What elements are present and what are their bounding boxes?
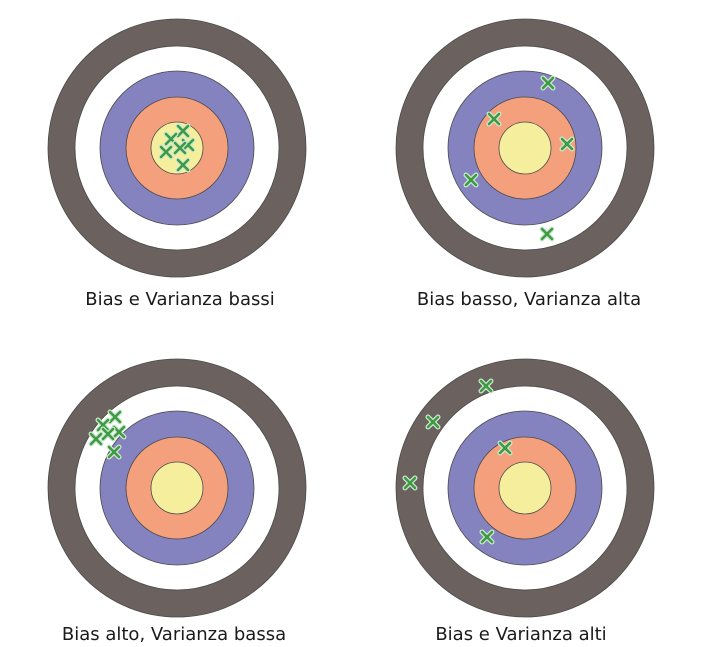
hit-mark — [178, 126, 188, 136]
hit-mark — [110, 412, 120, 422]
hit-mark — [428, 417, 438, 427]
panel-high-bias-low-variance: Bias alto, Varianza bassa — [48, 359, 306, 645]
hit-mark — [466, 175, 476, 185]
target — [396, 359, 654, 617]
target — [48, 359, 306, 617]
panel-caption: Bias e Varianza bassi — [85, 289, 274, 310]
hit-mark — [489, 114, 499, 124]
target — [396, 19, 654, 277]
hit-mark — [543, 78, 553, 88]
hit-mark — [103, 429, 113, 439]
hit-mark — [542, 229, 552, 239]
hit-mark — [91, 434, 101, 444]
hit-mark — [481, 381, 491, 391]
panel-caption: Bias alto, Varianza bassa — [62, 624, 286, 645]
hit-mark — [178, 160, 188, 170]
hit-mark — [109, 447, 119, 457]
hit-mark — [405, 478, 415, 488]
hit-mark — [175, 143, 185, 153]
hit-mark — [482, 532, 492, 542]
hit-mark — [500, 443, 510, 453]
panel-low-bias-low-variance: Bias e Varianza bassi — [48, 19, 306, 310]
panel-caption: Bias e Varianza alti — [435, 624, 606, 645]
bullseye — [151, 462, 203, 514]
hit-mark — [114, 427, 124, 437]
hit-mark — [161, 147, 171, 157]
hit-mark — [562, 139, 572, 149]
panel-high-bias-high-variance: Bias e Varianza alti — [396, 359, 654, 645]
panel-low-bias-high-variance: Bias basso, Varianza alta — [396, 19, 654, 310]
panel-caption: Bias basso, Varianza alta — [417, 289, 641, 310]
bullseye — [499, 462, 551, 514]
bullseye — [499, 122, 551, 174]
